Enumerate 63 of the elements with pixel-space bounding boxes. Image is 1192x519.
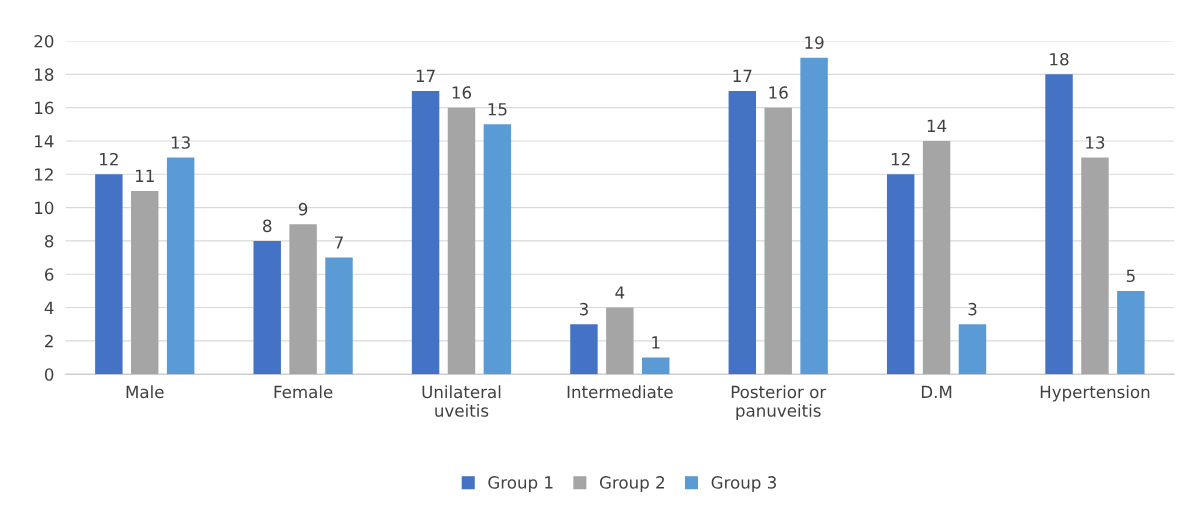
y-tick-label: 2 [45,334,53,348]
x-tick-label: D.M [921,385,952,398]
y-tick-label: 16 [35,101,54,115]
legend-label: Group 1 [488,476,553,492]
data-label: 8 [263,219,272,233]
bar [253,240,281,375]
bar [447,107,476,375]
y-tick-label: 18 [35,68,54,81]
data-label: 16 [769,86,788,99]
bar [483,124,512,375]
bar [570,324,598,375]
data-label: 13 [1086,136,1105,149]
data-label: 3 [579,302,588,316]
data-label: 13 [171,136,190,149]
data-label: 7 [335,236,343,249]
bar [764,107,792,375]
bar [958,324,987,375]
data-label: 18 [1050,52,1069,66]
bar [728,90,757,375]
data-label: 12 [891,152,910,166]
y-tick-label: 0 [44,368,54,381]
bar [922,140,951,375]
bar [131,190,159,375]
data-label: 17 [416,69,435,82]
y-tick-label: 14 [35,135,54,148]
data-label: 1 [652,336,660,349]
bar [289,224,317,375]
x-tick-label: Intermediate [567,385,673,399]
bar [1081,157,1109,375]
bar [1045,74,1073,375]
x-tick-label: Unilateral uveitis [422,385,501,417]
bar [166,157,195,375]
bar [1117,290,1145,375]
legend-label: Group 3 [711,476,776,492]
data-label: 11 [135,169,154,182]
y-tick-label: 20 [34,34,54,48]
data-label: 12 [100,152,118,166]
y-tick-label: 4 [44,301,54,314]
data-label: 3 [968,302,977,316]
data-label: 9 [298,202,308,216]
bar [800,57,828,375]
data-label: 19 [805,36,824,49]
bar [642,357,670,375]
legend-label: Group 2 [599,476,664,492]
x-tick-label: Female [274,385,333,399]
x-tick-label: Posterior or panuveitis [731,385,827,421]
bar [606,307,634,375]
y-tick-label: 8 [44,234,54,248]
y-tick-label: 12 [35,168,53,181]
bar [411,90,440,375]
data-label: 4 [615,286,625,299]
bar [886,174,915,375]
data-label: 16 [452,86,472,99]
data-label: 15 [488,103,507,116]
x-tick-label: Male [126,385,164,399]
y-tick-label: 10 [35,201,54,215]
data-label: 17 [733,69,752,82]
data-label: 14 [927,119,947,132]
data-label: 5 [1126,269,1135,283]
bar [325,257,353,375]
x-tick-label: Hypertension [1040,385,1150,402]
y-tick-label: 6 [45,268,54,281]
bar [95,174,123,375]
